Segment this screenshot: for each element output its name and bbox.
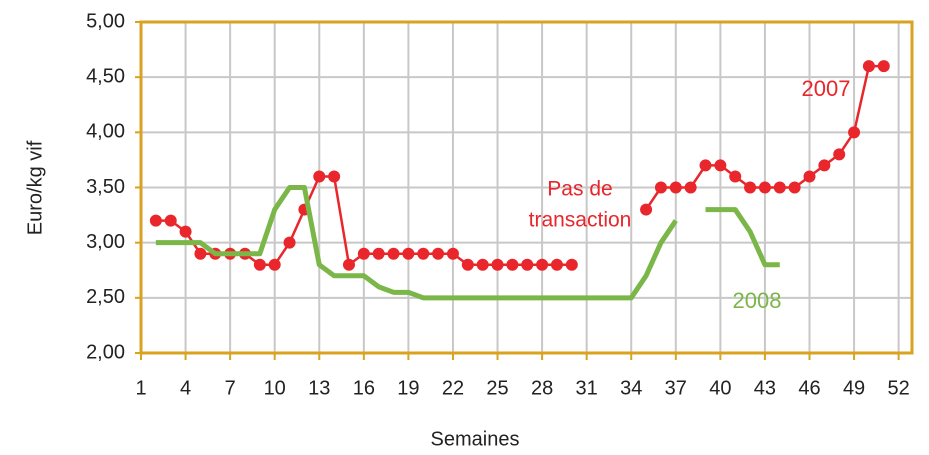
series-marker xyxy=(506,258,519,271)
y-tick-label: 2,00 xyxy=(86,341,125,363)
series-marker xyxy=(432,247,445,260)
series-marker xyxy=(476,258,489,271)
x-tick-label: 7 xyxy=(225,377,236,399)
series-label: 2007 xyxy=(802,76,851,101)
series-marker xyxy=(446,247,459,260)
series-marker xyxy=(654,181,667,194)
x-tick-label: 4 xyxy=(180,377,191,399)
series-marker xyxy=(848,126,861,139)
series-marker xyxy=(461,258,474,271)
series-marker xyxy=(268,258,281,271)
series-label: 2008 xyxy=(733,288,782,313)
series-marker xyxy=(357,247,370,260)
x-tick-label: 49 xyxy=(843,377,865,399)
series-marker xyxy=(862,60,875,73)
series-marker xyxy=(521,258,534,271)
y-tick-label: 3,50 xyxy=(86,176,125,198)
x-tick-label: 1 xyxy=(135,377,146,399)
series-marker xyxy=(550,258,563,271)
series-marker xyxy=(684,181,697,194)
series-marker xyxy=(179,225,192,238)
x-tick-label: 43 xyxy=(754,377,776,399)
series-marker xyxy=(758,181,771,194)
x-tick-label: 19 xyxy=(397,377,419,399)
series-marker xyxy=(417,247,430,260)
series-marker xyxy=(877,60,890,73)
x-tick-label: 10 xyxy=(264,377,286,399)
y-tick-label: 4,00 xyxy=(86,121,125,143)
y-tick-label: 2,50 xyxy=(86,286,125,308)
series-marker xyxy=(491,258,504,271)
y-axis-label: Euro/kg vif xyxy=(24,140,46,235)
y-tick-label: 5,00 xyxy=(86,10,125,32)
series-marker xyxy=(744,181,757,194)
series-marker xyxy=(342,258,355,271)
series-marker xyxy=(283,236,296,249)
series-line xyxy=(155,185,780,301)
series-marker xyxy=(669,181,682,194)
series-marker xyxy=(164,214,177,227)
x-tick-label: 40 xyxy=(709,377,731,399)
series-marker xyxy=(714,159,727,172)
x-axis-label: Semaines xyxy=(431,428,520,450)
series-marker xyxy=(788,181,801,194)
x-tick-label: 13 xyxy=(308,377,330,399)
plot-frame xyxy=(139,20,914,355)
series-marker xyxy=(253,258,266,271)
series-marker xyxy=(194,247,207,260)
y-tick-label: 4,50 xyxy=(86,65,125,87)
series-marker xyxy=(313,170,326,183)
series-marker xyxy=(372,247,385,260)
series-marker xyxy=(803,170,816,183)
series-marker xyxy=(699,159,712,172)
x-tick-label: 37 xyxy=(665,377,687,399)
series-marker xyxy=(402,247,415,260)
series-marker xyxy=(565,258,578,271)
series-marker xyxy=(640,203,653,216)
x-tick-label: 25 xyxy=(486,377,508,399)
series-marker xyxy=(387,247,400,260)
y-tick-label: 3,00 xyxy=(86,231,125,253)
series-marker xyxy=(729,170,742,183)
x-tick-label: 52 xyxy=(888,377,910,399)
series-marker xyxy=(149,214,162,227)
annotation: transaction xyxy=(529,209,632,232)
x-tick-label: 16 xyxy=(353,377,375,399)
x-tick-label: 34 xyxy=(620,377,642,399)
series-marker xyxy=(536,258,549,271)
x-tick-label: 46 xyxy=(798,377,820,399)
series-marker xyxy=(833,148,846,161)
x-tick-label: 31 xyxy=(576,377,598,399)
series-marker xyxy=(773,181,786,194)
x-tick-label: 22 xyxy=(442,377,464,399)
series-marker xyxy=(328,170,341,183)
x-tick-label: 28 xyxy=(531,377,553,399)
series-marker xyxy=(818,159,831,172)
annotation: Pas de xyxy=(547,178,612,201)
